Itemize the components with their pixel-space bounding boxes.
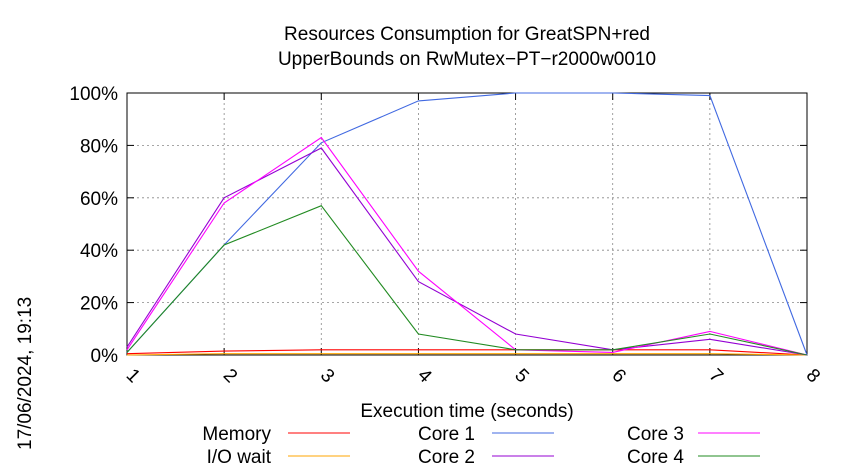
grid xyxy=(127,93,807,355)
series-line-core-1 xyxy=(126,92,808,356)
chart-title-line-2: UpperBounds on RwMutex−PT−r2000w0010 xyxy=(278,49,656,70)
chart-title-line-1: Resources Consumption for GreatSPN+red xyxy=(284,24,650,45)
x-tick-label: 8 xyxy=(802,365,824,387)
legend-label-i-o-wait: I/O wait xyxy=(207,447,272,468)
y-axis: 0% 20% 40% 60% 80% 100% xyxy=(69,84,807,367)
y-tick-label: 0% xyxy=(91,346,119,367)
y-tick-label: 60% xyxy=(80,189,118,210)
series-line-i-o-wait xyxy=(126,353,808,356)
x-tick-label: 5 xyxy=(510,365,532,387)
x-tick-label: 1 xyxy=(122,365,144,387)
y-tick-label: 100% xyxy=(69,84,118,105)
series-line-memory xyxy=(126,349,808,356)
legend-label-core-4: Core 4 xyxy=(627,447,684,468)
y-tick-label: 40% xyxy=(80,241,118,262)
x-axis-label: Execution time (seconds) xyxy=(360,401,573,422)
legend-label-core-3: Core 3 xyxy=(627,424,684,445)
series-line-core-3 xyxy=(126,136,808,356)
x-tick-label: 6 xyxy=(607,365,629,387)
timestamp: 17/06/2024, 19:13 xyxy=(15,297,36,450)
legend-label-core-1: Core 1 xyxy=(418,424,475,445)
x-tick-label: 4 xyxy=(413,365,436,388)
y-tick-label: 80% xyxy=(80,136,118,157)
x-tick-label: 7 xyxy=(705,365,727,387)
legend-label-core-2: Core 2 xyxy=(418,447,475,468)
series-lines xyxy=(126,92,808,356)
legend-label-memory: Memory xyxy=(202,424,271,445)
plot-frame xyxy=(126,92,808,356)
y-tick-label: 20% xyxy=(80,294,118,315)
x-tick-label: 3 xyxy=(316,365,338,387)
x-tick-label: 2 xyxy=(219,365,241,387)
series-line-core-4 xyxy=(126,205,808,356)
series-line-core-2 xyxy=(126,147,808,356)
